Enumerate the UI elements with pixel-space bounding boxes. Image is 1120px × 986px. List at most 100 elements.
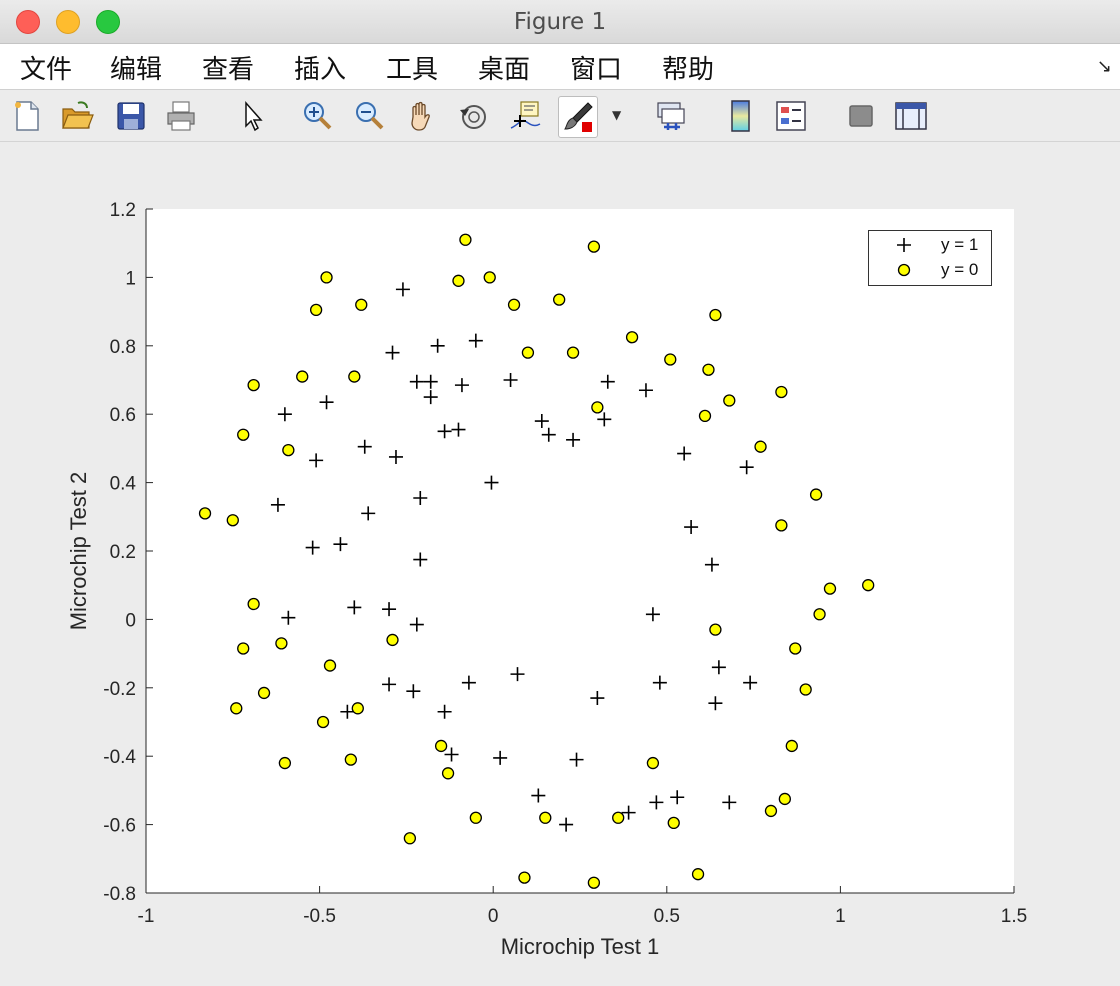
- accepted-point: [541, 427, 556, 442]
- new-figure-icon[interactable]: [10, 99, 44, 133]
- scatter-plot[interactable]: -1 -0.5 0 0.5 1 1.5 -0.8 -0.6 -0.4 -0.2 0 0.2 0.4 0.6…: [0, 142, 1120, 986]
- accepted-point: [413, 552, 428, 567]
- accepted-point: [361, 506, 376, 521]
- axes-background: [146, 209, 1014, 893]
- brush-dropdown-arrow-icon[interactable]: ▼: [612, 108, 622, 122]
- rejected-point: [709, 308, 722, 322]
- accepted-point: [708, 696, 723, 711]
- accepted-point: [559, 817, 574, 832]
- rejected-point: [237, 428, 250, 441]
- colorbar-icon[interactable]: [724, 99, 758, 133]
- rejected-point: [667, 816, 680, 830]
- pointer-icon[interactable]: [236, 99, 270, 133]
- rejected-point: [799, 683, 812, 696]
- accepted-point: [395, 282, 410, 297]
- open-file-icon[interactable]: [60, 99, 94, 133]
- rejected-point: [230, 702, 243, 715]
- y-tick-label: -0.6: [103, 816, 136, 837]
- y-tick-label: 0.4: [110, 474, 137, 495]
- accepted-point: [677, 446, 692, 461]
- menu-insert[interactable]: 插入: [294, 55, 347, 85]
- accepted-point: [413, 490, 428, 505]
- rejected-point: [257, 686, 271, 700]
- minimize-window-button[interactable]: [56, 10, 80, 34]
- menu-edit[interactable]: 编辑: [110, 55, 163, 85]
- accepted-point: [423, 374, 438, 389]
- rejected-point: [612, 811, 625, 824]
- rejected-point: [664, 353, 677, 366]
- accepted-point: [309, 453, 324, 468]
- accepted-point: [493, 750, 508, 765]
- accepted-point: [281, 610, 296, 625]
- accepted-point: [430, 338, 445, 353]
- accepted-point: [704, 557, 719, 572]
- rejected-point: [775, 519, 788, 532]
- y-axis-label: Microchip Test 2: [66, 472, 91, 631]
- rejected-point: [198, 507, 212, 520]
- accepted-point: [649, 795, 664, 810]
- undock-arrow-icon[interactable]: ↘: [1096, 56, 1112, 77]
- figure-toolbar: ▼: [0, 90, 1120, 142]
- rotate-3d-icon[interactable]: [456, 99, 490, 133]
- zoom-in-icon[interactable]: [300, 99, 334, 133]
- pan-hand-icon[interactable]: [404, 99, 438, 133]
- rejected-point: [539, 811, 552, 824]
- accepted-point: [409, 374, 424, 389]
- accepted-point: [645, 607, 660, 622]
- rejected-point: [566, 346, 580, 359]
- print-icon[interactable]: [164, 99, 198, 133]
- rejected-point: [434, 739, 448, 753]
- rejected-point: [351, 702, 364, 715]
- accepted-point: [590, 691, 605, 706]
- rejected-point: [316, 715, 330, 729]
- rejected-point: [237, 642, 250, 655]
- data-cursor-icon[interactable]: [508, 99, 542, 133]
- rejected-point: [296, 370, 309, 383]
- accepted-point: [566, 432, 581, 447]
- accepted-point: [600, 374, 615, 389]
- menu-tools[interactable]: 工具: [386, 55, 439, 85]
- title-bar[interactable]: Figure 1: [0, 0, 1120, 44]
- menu-desktop[interactable]: 桌面: [478, 55, 531, 85]
- hide-plot-tools-icon[interactable]: [844, 99, 878, 133]
- accepted-point: [347, 600, 362, 615]
- zoom-out-icon[interactable]: [352, 99, 386, 133]
- show-plot-tools-icon[interactable]: [894, 99, 928, 133]
- rejected-point: [591, 401, 604, 414]
- y-tick-label: 1.2: [110, 200, 136, 221]
- y-tick-label: -0.4: [103, 747, 136, 768]
- legend-label-accepted: y = 1: [941, 235, 979, 254]
- accepted-point: [461, 675, 476, 690]
- rejected-point: [309, 303, 323, 317]
- accepted-point: [534, 414, 549, 429]
- menu-bar: 文件 编辑 查看 插入 工具 桌面 窗口 帮助 ↘: [0, 44, 1120, 90]
- rejected-point: [507, 298, 521, 311]
- rejected-point: [625, 331, 639, 344]
- rejected-point: [518, 871, 531, 884]
- close-window-button[interactable]: [16, 10, 40, 34]
- accepted-point: [503, 373, 518, 387]
- save-icon[interactable]: [114, 99, 148, 133]
- menu-help[interactable]: 帮助: [662, 55, 715, 85]
- y-tick-label: 0.6: [110, 405, 136, 426]
- menu-file[interactable]: 文件: [20, 55, 73, 85]
- rejected-point: [702, 363, 715, 376]
- rejected-point: [789, 642, 802, 655]
- x-tick-label: 1.5: [1001, 906, 1027, 927]
- menu-view[interactable]: 查看: [202, 55, 255, 85]
- y-tick-label: 0: [125, 610, 136, 631]
- legend[interactable]: y = 1 y = 0: [868, 230, 992, 286]
- y-tick-label: -0.8: [103, 884, 136, 905]
- accepted-point: [670, 790, 685, 805]
- legend-entry-rejected: y = 0: [869, 257, 993, 283]
- legend-icon[interactable]: [774, 99, 808, 133]
- maximize-window-button[interactable]: [96, 10, 120, 34]
- brush-icon[interactable]: [558, 96, 598, 138]
- accepted-point: [423, 390, 438, 405]
- accepted-point: [597, 412, 612, 427]
- link-plot-icon[interactable]: [654, 99, 688, 133]
- accepted-point: [385, 345, 400, 360]
- menu-window[interactable]: 窗口: [570, 55, 623, 85]
- accepted-point: [621, 805, 636, 820]
